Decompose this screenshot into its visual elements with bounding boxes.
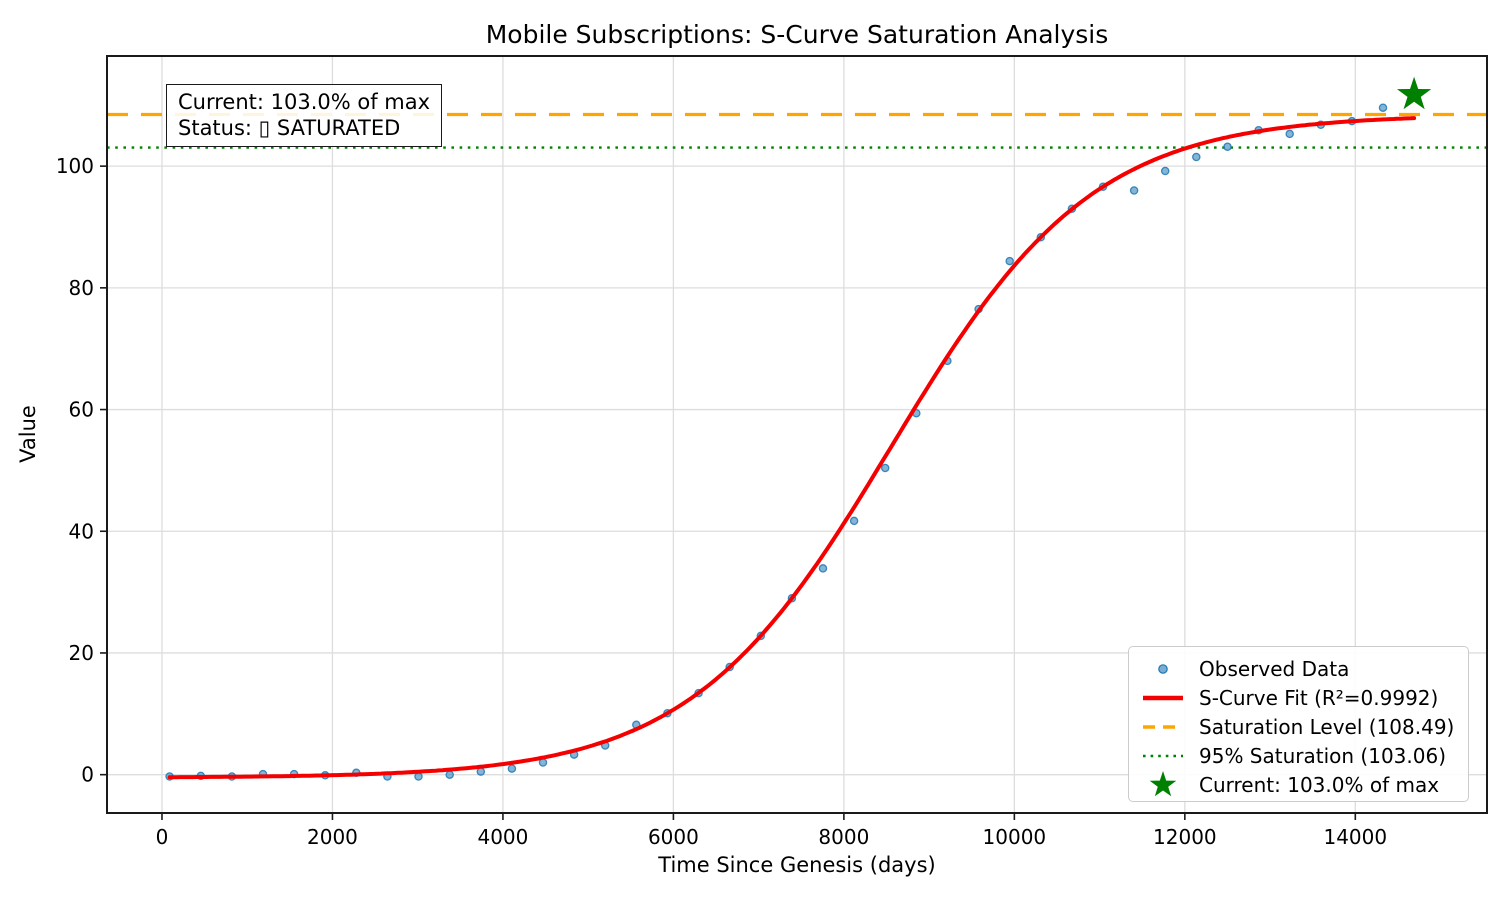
y-axis-label: Value xyxy=(16,405,40,463)
annotation-status-line: Status: ▯ SATURATED xyxy=(178,116,401,140)
svg-text:8000: 8000 xyxy=(818,825,869,849)
svg-text:2000: 2000 xyxy=(307,825,358,849)
legend-label: Current: 103.0% of max xyxy=(1199,772,1440,797)
legend-item-saturation: Saturation Level (108.49) xyxy=(1141,712,1456,741)
svg-text:6000: 6000 xyxy=(648,825,699,849)
fit-line-icon xyxy=(1141,683,1185,712)
s-curve-fit-line xyxy=(167,116,1417,780)
svg-text:80: 80 xyxy=(69,276,94,300)
x-axis-label: Time Since Genesis (days) xyxy=(658,853,936,877)
y-tick-labels: 0 20 40 60 80 100 xyxy=(56,154,94,787)
annotation-box: Current: 103.0% of max Status: ▯ SATURAT… xyxy=(166,84,443,147)
svg-text:14000: 14000 xyxy=(1323,825,1387,849)
svg-text:10000: 10000 xyxy=(983,825,1047,849)
legend: Observed Data S-Curve Fit (R²=0.9992) Sa… xyxy=(1128,646,1469,802)
legend-item-observed: Observed Data xyxy=(1141,654,1456,683)
p95-dotted-line-icon xyxy=(1141,741,1185,770)
svg-text:0: 0 xyxy=(81,763,94,787)
legend-label: Saturation Level (108.49) xyxy=(1199,714,1455,739)
legend-label: S-Curve Fit (R²=0.9992) xyxy=(1199,685,1439,710)
legend-label: Observed Data xyxy=(1199,656,1350,681)
chart-title: Mobile Subscriptions: S-Curve Saturation… xyxy=(485,20,1109,49)
svg-text:20: 20 xyxy=(69,641,94,665)
svg-text:100: 100 xyxy=(56,154,94,178)
observed-data-dot-icon xyxy=(1141,654,1185,683)
svg-text:12000: 12000 xyxy=(1153,825,1217,849)
legend-label: 95% Saturation (103.06) xyxy=(1199,743,1447,768)
legend-item-fit: S-Curve Fit (R²=0.9992) xyxy=(1141,683,1456,712)
tick-marks xyxy=(100,165,1357,820)
saturation-dashed-line-icon xyxy=(1141,712,1185,741)
annotation-current-line: Current: 103.0% of max xyxy=(178,90,431,114)
current-star-marker xyxy=(1397,76,1432,110)
svg-text:40: 40 xyxy=(69,519,94,543)
svg-text:60: 60 xyxy=(69,398,94,422)
axes-spines xyxy=(106,55,1488,814)
legend-item-current: Current: 103.0% of max xyxy=(1141,770,1456,799)
legend-item-p95: 95% Saturation (103.06) xyxy=(1141,741,1456,770)
x-tick-labels: 0 2000 4000 6000 8000 10000 12000 14000 xyxy=(156,825,1388,849)
svg-text:0: 0 xyxy=(156,825,169,849)
svg-text:4000: 4000 xyxy=(477,825,528,849)
current-star-icon xyxy=(1141,770,1185,799)
